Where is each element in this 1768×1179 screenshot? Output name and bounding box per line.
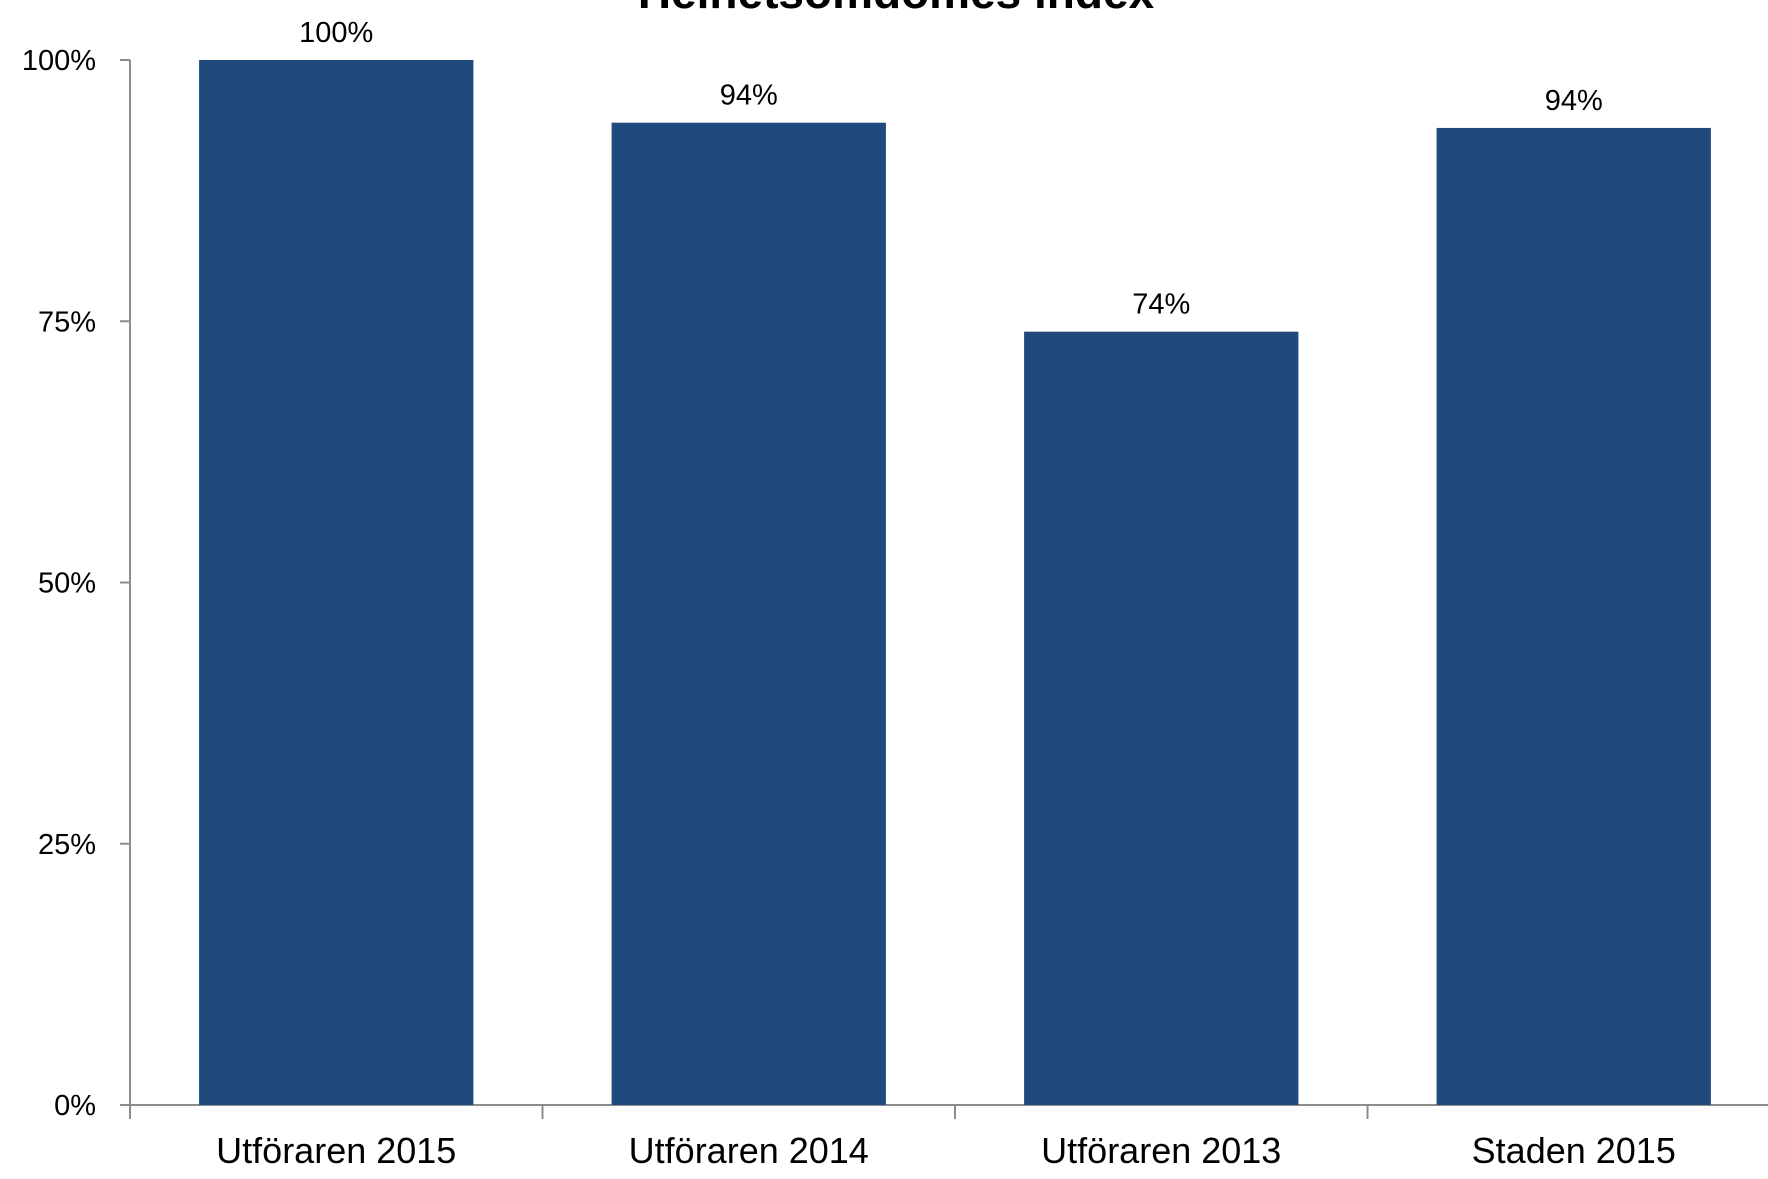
y-tick-label: 75% [38,306,96,338]
x-tick-label: Staden 2015 [1472,1130,1676,1171]
y-tick-label: 50% [38,568,96,600]
x-tick-label: Utföraren 2015 [216,1130,456,1171]
data-label: 94% [1545,85,1603,117]
bar [611,122,886,1105]
y-tick-label: 25% [38,829,96,861]
data-label: 100% [299,17,373,49]
x-tick-label: Utföraren 2013 [1041,1130,1281,1171]
chart-title: Helhetsomdömes index [638,0,1155,18]
x-tick-label: Utföraren 2014 [629,1130,869,1171]
bar [1024,331,1299,1105]
data-label: 94% [720,80,778,112]
y-tick-label: 0% [54,1090,96,1122]
data-label: 74% [1132,289,1190,321]
bar [1436,127,1711,1106]
bar [199,60,474,1105]
y-tick-label: 100% [22,45,96,77]
bars [199,60,1711,1106]
labels: 100% Utföraren 2015 94% Utföraren 2014 74% Ut… [216,17,1676,1171]
